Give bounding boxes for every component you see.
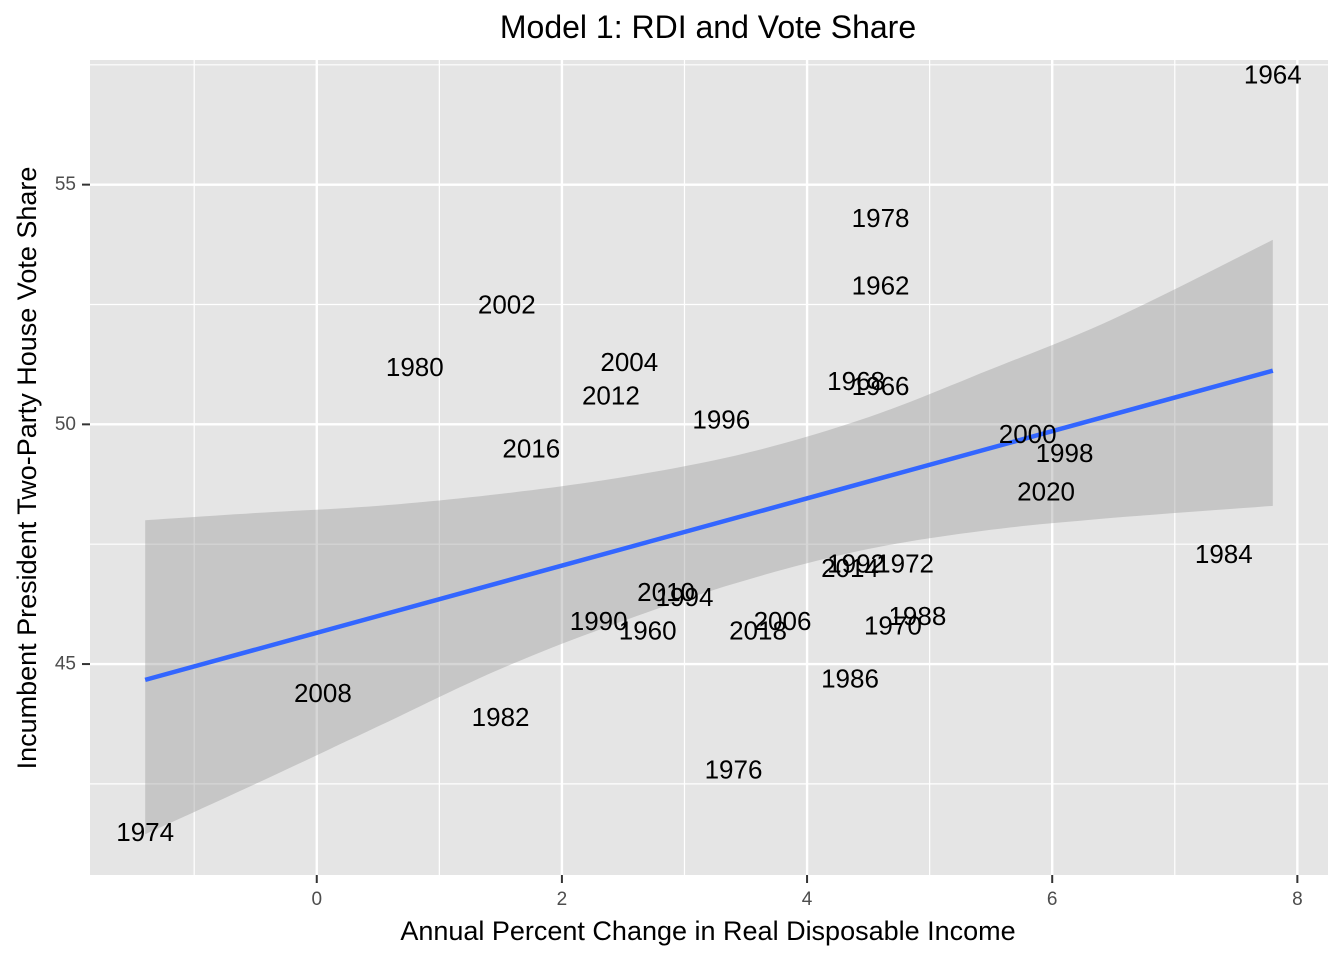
point-label-1980: 1980 xyxy=(386,352,444,382)
chart-title: Model 1: RDI and Vote Share xyxy=(500,9,916,45)
point-label-1978: 1978 xyxy=(852,203,910,233)
point-label-1994: 1994 xyxy=(656,582,714,612)
point-label-1996: 1996 xyxy=(692,405,750,435)
axes: 0 2 4 6 8 45 50 55 xyxy=(55,174,1303,910)
regression-line xyxy=(144,368,1274,683)
point-label-2018: 2018 xyxy=(729,616,787,646)
y-axis-title: Incumbent President Two-Party House Vote… xyxy=(12,167,42,770)
point-label-1970: 1970 xyxy=(864,611,922,641)
x-tick-label: 8 xyxy=(1292,889,1303,910)
confidence-band xyxy=(145,239,1273,835)
y-tick-label: 55 xyxy=(55,174,76,195)
x-tick-label: 6 xyxy=(1047,889,1058,910)
point-label-1962: 1962 xyxy=(852,270,910,300)
point-label-1990: 1990 xyxy=(570,606,628,636)
point-label-1972: 1972 xyxy=(876,548,934,578)
point-label-2008: 2008 xyxy=(294,678,352,708)
point-label-2012: 2012 xyxy=(582,381,640,411)
point-label-2010: 2010 xyxy=(637,577,695,607)
point-label-1964: 1964 xyxy=(1244,59,1302,89)
point-label-2002: 2002 xyxy=(478,290,536,320)
major-gridlines xyxy=(90,60,1328,875)
point-label-2004: 2004 xyxy=(600,347,658,377)
x-axis-title: Annual Percent Change in Real Disposable… xyxy=(400,916,1015,946)
confidence-band-layer xyxy=(145,239,1273,835)
y-tick-label: 50 xyxy=(55,414,76,435)
minor-gridlines xyxy=(90,60,1328,875)
point-label-1974: 1974 xyxy=(116,817,174,847)
point-label-1968: 1968 xyxy=(827,366,885,396)
x-tick-label: 0 xyxy=(311,889,322,910)
y-tick-label: 45 xyxy=(55,654,76,675)
plot-panel xyxy=(90,60,1328,875)
point-label-2020: 2020 xyxy=(1017,477,1075,507)
point-label-1998: 1998 xyxy=(1036,438,1094,468)
point-label-1976: 1976 xyxy=(705,755,763,785)
point-label-1960: 1960 xyxy=(619,616,677,646)
point-label-2006: 2006 xyxy=(754,606,812,636)
point-label-1988: 1988 xyxy=(888,601,946,631)
point-label-1982: 1982 xyxy=(472,702,530,732)
regression-line-layer xyxy=(144,368,1274,683)
point-label-2000: 2000 xyxy=(999,419,1057,449)
point-label-2014: 2014 xyxy=(821,553,879,583)
point-label-2016: 2016 xyxy=(502,433,560,463)
x-tick-label: 2 xyxy=(557,889,568,910)
point-label-1986: 1986 xyxy=(821,663,879,693)
x-tick-label: 4 xyxy=(802,889,813,910)
point-label-1966: 1966 xyxy=(852,371,910,401)
point-label-1992: 1992 xyxy=(827,548,885,578)
point-label-1984: 1984 xyxy=(1195,539,1253,569)
